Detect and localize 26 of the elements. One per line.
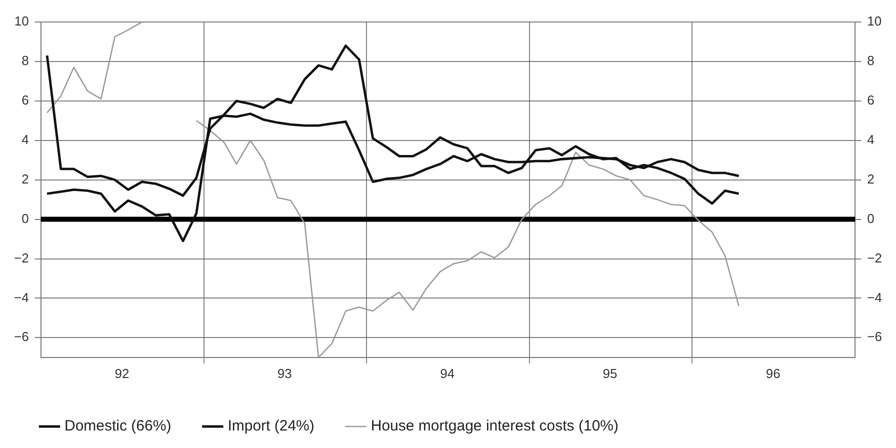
y2-tick-label: 6 xyxy=(867,92,874,108)
legend-label: Domestic (66%) xyxy=(64,418,172,435)
y-tick-label: 10 xyxy=(14,14,29,29)
y2-tick-label: 10 xyxy=(867,14,882,29)
y2-tick-label: 4 xyxy=(867,132,874,147)
y2-tick-label: 8 xyxy=(867,53,874,68)
x-tick-label: 96 xyxy=(766,366,780,381)
y2-tick-label: 2 xyxy=(867,171,874,186)
legend-label: Import (24%) xyxy=(228,418,314,435)
y2-tick-label: 0 xyxy=(867,210,874,226)
x-tick-label: 94 xyxy=(440,366,455,381)
x-tick-label: 92 xyxy=(114,366,130,381)
y2-tick-label: −4 xyxy=(867,290,882,305)
y2-tick-label: −6 xyxy=(867,329,882,344)
y-tick-label: −6 xyxy=(14,329,29,344)
x-tick-label: 95 xyxy=(602,366,618,381)
y-tick-label: 4 xyxy=(22,132,29,147)
x-tick-label: 93 xyxy=(277,366,292,381)
y2-tick-label: −2 xyxy=(867,250,882,266)
legend-label: House mortgage interest costs (10%) xyxy=(370,418,619,435)
y-tick-label: −2 xyxy=(14,250,29,266)
y-tick-label: 6 xyxy=(22,92,29,108)
y-tick-label: 8 xyxy=(22,53,29,68)
y-tick-label: 2 xyxy=(22,171,29,186)
y-tick-label: −4 xyxy=(14,290,29,305)
y-tick-label: 0 xyxy=(22,210,29,226)
